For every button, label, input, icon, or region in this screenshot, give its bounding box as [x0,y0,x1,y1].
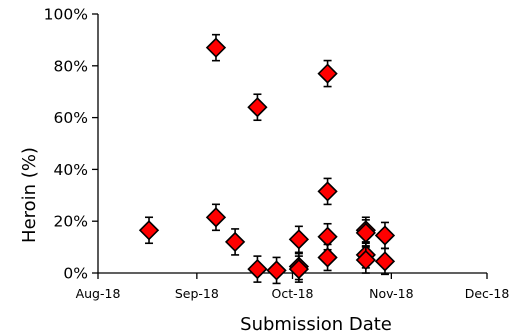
data-point [288,225,310,254]
x-tick-label: Nov-18 [369,286,414,301]
diamond-marker [205,207,227,228]
diamond-marker [317,247,338,268]
data-point [247,93,268,122]
data-points [138,33,396,285]
diamond-marker [374,251,396,272]
y-tick-label: 20% [54,213,88,231]
y-tick-label: 0% [63,265,88,283]
data-point [138,216,160,245]
x-axis: Aug-18 Sep-18 Oct-18 Nov-18 Dec-18 [76,272,510,301]
data-point [247,255,268,283]
data-point [224,228,246,256]
data-point [205,203,227,232]
data-point [355,246,376,274]
data-point [266,256,287,285]
diamond-marker [317,181,338,202]
x-axis-title: Submission Date [240,314,392,335]
y-tick-label: 100% [44,6,88,24]
diamond-marker [317,226,338,247]
y-tick-label: 80% [54,57,88,75]
data-point [317,243,338,272]
diamond-marker [205,37,227,58]
data-point [288,255,310,283]
diamond-marker [138,220,160,241]
diamond-marker [247,258,268,280]
x-tick-label: Aug-18 [76,286,121,301]
diamond-marker [317,63,338,84]
x-tick-label: Oct-18 [271,286,313,301]
diamond-marker [374,225,396,246]
diamond-marker [288,229,310,250]
diamond-marker [224,231,246,253]
diamond-marker [355,249,376,271]
diamond-marker [247,97,268,118]
diamond-marker [266,260,287,281]
y-tick-label: 40% [54,161,88,179]
y-tick-label: 60% [54,109,88,127]
data-point [205,33,227,62]
x-tick-label: Dec-18 [465,286,510,301]
data-point [317,59,338,88]
diamond-marker [288,258,310,280]
data-point [374,247,396,276]
data-point [317,177,338,206]
y-axis-title: Heroin (%) [19,147,40,243]
x-tick-label: Sep-18 [175,286,219,301]
y-axis: 0% 20% 40% 60% 80% 100% [44,6,99,283]
data-point [374,221,396,250]
